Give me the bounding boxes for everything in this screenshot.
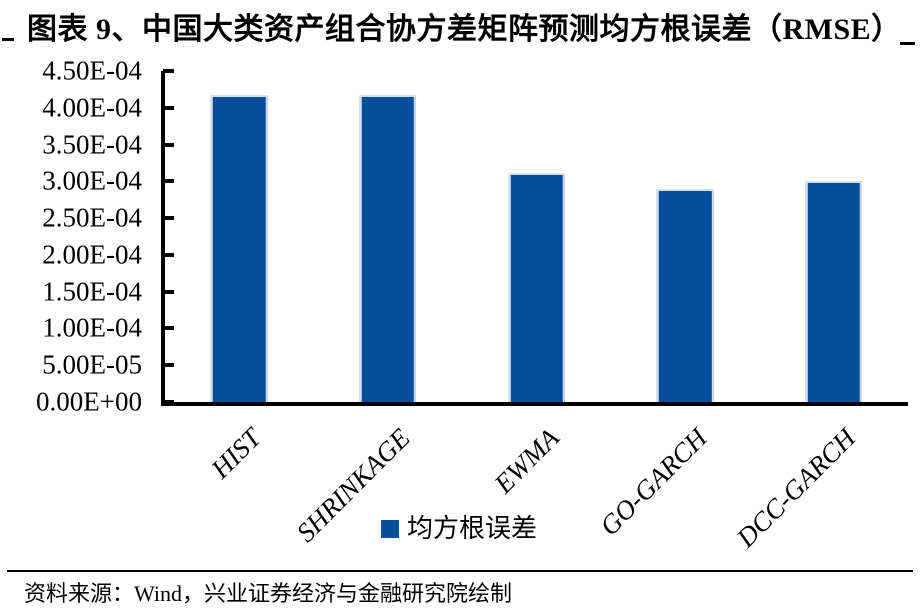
x-category-label-dcc-garch: DCC-GARCH (731, 422, 862, 554)
bar-dcc-garch (805, 181, 862, 402)
y-tick-label: 1.50E-04 (42, 276, 142, 307)
y-tick-mark (163, 289, 174, 294)
y-tick-label: 2.00E-04 (42, 239, 142, 270)
y-tick-label: 4.50E-04 (42, 55, 142, 86)
y-tick-mark (163, 105, 174, 110)
y-axis-labels: 4.50E-04 4.00E-04 3.50E-04 3.00E-04 2.50E-04… (0, 57, 142, 415)
y-tick-label: 3.50E-04 (42, 129, 142, 160)
bar-ewma (508, 173, 565, 402)
bar-hist (211, 95, 268, 402)
y-tick-label: 5.00E-05 (42, 349, 142, 380)
legend-swatch-icon (381, 520, 399, 538)
y-tick-label: 2.50E-04 (42, 202, 142, 233)
y-tick-label: 3.00E-04 (42, 165, 142, 196)
y-tick-label: 0.00E+00 (36, 386, 142, 417)
legend: 均方根误差 (381, 516, 537, 542)
y-tick-mark (163, 326, 174, 331)
bar-go-garch (656, 189, 714, 402)
figure-title: 图表 9、中国大类资产组合协方差矩阵预测均方根误差（RMSE） (27, 13, 902, 46)
y-tick-label: 4.00E-04 (42, 92, 142, 123)
y-tick-mark (163, 363, 174, 368)
y-tick-mark (163, 400, 174, 404)
bar-shrinkage (359, 95, 417, 402)
title-underline-right (900, 42, 915, 45)
title-underline-left (2, 38, 14, 41)
y-tick-mark (163, 216, 174, 221)
plot-area (161, 69, 908, 406)
x-category-label-go-garch: GO-GARCH (594, 422, 713, 542)
x-category-label-hist: HIST (205, 422, 268, 485)
x-category-label-ewma: EWMA (487, 422, 565, 499)
source-note: 资料来源：Wind，兴业证券经济与金融研究院绘制 (24, 581, 512, 606)
divider-line (7, 570, 913, 572)
y-tick-label: 1.00E-04 (42, 312, 142, 343)
y-tick-mark (163, 69, 174, 73)
y-tick-mark (163, 179, 174, 184)
y-tick-mark (163, 252, 174, 257)
y-tick-mark (163, 142, 174, 147)
legend-label: 均方根误差 (407, 514, 538, 543)
